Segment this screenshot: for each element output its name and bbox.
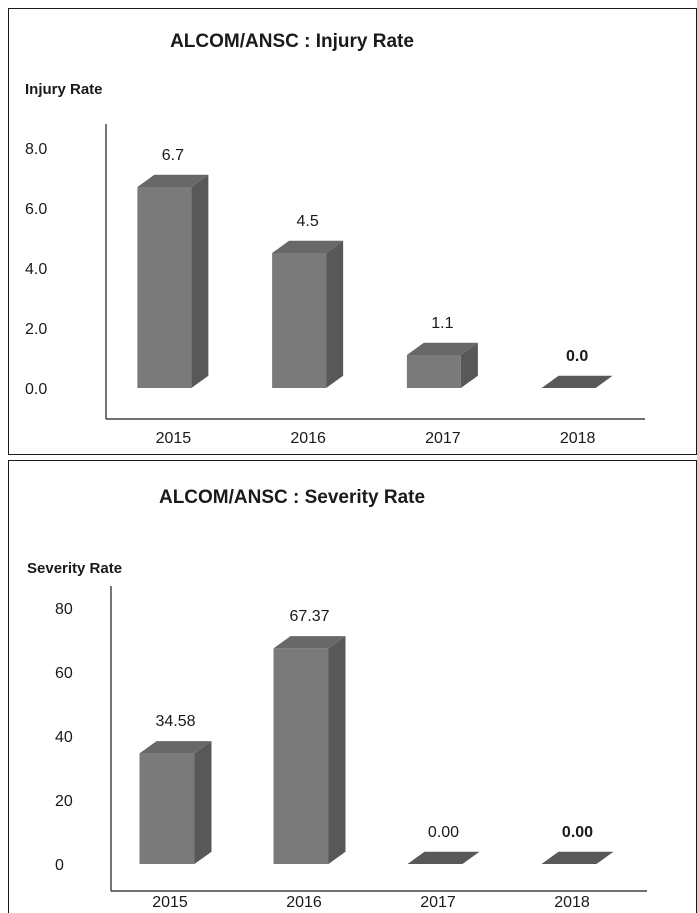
x-tick-label: 2018 (554, 894, 590, 911)
bar (541, 851, 614, 864)
bar-top (541, 851, 614, 864)
bar-top (137, 174, 209, 187)
data-label: 0.00 (562, 824, 593, 841)
severity-rate-chart-panel: ALCOM/ANSC : Severity Rate Severity Rate… (8, 460, 697, 913)
bar-side (328, 636, 346, 864)
chart-title: ALCOM/ANSC : Severity Rate (159, 487, 425, 508)
x-tick-label: 2015 (152, 894, 188, 911)
y-tick-label: 8.0 (25, 141, 47, 158)
y-axis-label: Injury Rate (25, 81, 103, 98)
data-label: 34.58 (155, 713, 195, 730)
y-axis-label: Severity Rate (27, 560, 122, 577)
y-tick-label: 80 (55, 601, 73, 618)
bar-front (273, 648, 329, 864)
y-tick-label: 6.0 (25, 201, 47, 218)
bar (406, 342, 478, 388)
x-tick-label: 2015 (156, 430, 192, 447)
y-tick-label: 20 (55, 793, 73, 810)
data-label: 6.7 (162, 147, 184, 164)
y-tick-label: 4.0 (25, 261, 47, 278)
bar-top (273, 636, 346, 649)
bar (407, 851, 480, 864)
bar (272, 240, 344, 388)
bar-top (139, 741, 212, 754)
data-label: 1.1 (431, 315, 453, 332)
bar-top (541, 375, 613, 388)
bar (273, 636, 346, 864)
bar-side (191, 174, 209, 388)
y-tick-label: 2.0 (25, 321, 47, 338)
bar-front (139, 753, 195, 864)
injury-rate-chart: ALCOM/ANSC : Injury Rate Injury Rate 0.0… (25, 31, 645, 447)
x-tick-label: 2016 (290, 430, 326, 447)
bar-side (460, 342, 478, 388)
severity-rate-chart: ALCOM/ANSC : Severity Rate Severity Rate… (27, 487, 647, 911)
bar-side (194, 741, 212, 864)
injury-rate-chart-panel: ALCOM/ANSC : Injury Rate Injury Rate 0.0… (8, 8, 697, 455)
y-tick-label: 40 (55, 729, 73, 746)
bar-top (407, 851, 480, 864)
bar-front (272, 253, 327, 388)
bar-top (272, 240, 344, 253)
x-tick-label: 2017 (425, 430, 461, 447)
bar-top (406, 342, 478, 355)
bar (139, 741, 212, 864)
x-tick-label: 2018 (560, 430, 596, 447)
y-tick-label: 0 (55, 857, 64, 874)
bar (137, 174, 209, 388)
data-label: 0.0 (566, 348, 588, 365)
y-tick-label: 0.0 (25, 381, 47, 398)
data-label: 0.00 (428, 824, 459, 841)
chart-title: ALCOM/ANSC : Injury Rate (170, 31, 414, 52)
data-label: 4.5 (297, 213, 319, 230)
x-tick-label: 2016 (286, 894, 322, 911)
bar (541, 375, 613, 388)
bar-front (406, 355, 461, 388)
x-tick-label: 2017 (420, 894, 456, 911)
data-label: 67.37 (289, 608, 329, 625)
y-tick-label: 60 (55, 665, 73, 682)
bar-front (137, 187, 192, 388)
bar-side (326, 240, 344, 388)
